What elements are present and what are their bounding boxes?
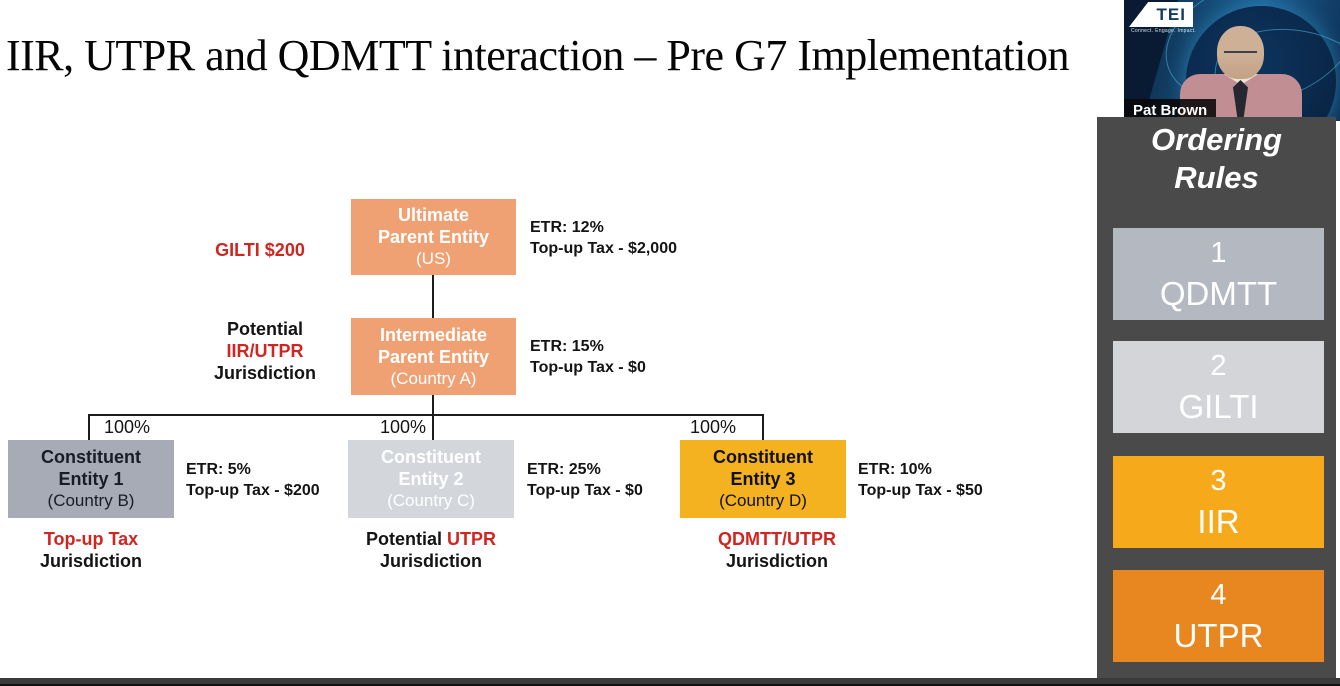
node-constituent-entity-1: Constituent Entity 1 (Country B) — [8, 440, 174, 518]
slide-title: IIR, UTPR and QDMTT interaction – Pre G7… — [6, 31, 1069, 80]
speaker-video: TEI Connect. Engage. Impact. Pat Brown — [1124, 0, 1340, 121]
entity-name-line: Constituent — [713, 447, 813, 467]
etr-annotation-ce2: ETR: 25% Top-up Tax - $0 — [527, 459, 643, 501]
label-line: QDMTT/UTPR — [718, 529, 836, 549]
ordering-rules-panel: Ordering Rules 1 QDMTT 2 GILTI 3 IIR 4 U… — [1097, 117, 1336, 679]
etr-annotation-upe: ETR: 12% Top-up Tax - $2,000 — [530, 217, 677, 259]
connector-ipe-ce2 — [432, 395, 434, 440]
entity-country-line: (Country B) — [47, 491, 135, 510]
label-line: IIR/UTPR — [226, 341, 304, 361]
ownership-label-ce1: 100% — [104, 417, 151, 437]
connector-upe-ipe — [432, 275, 434, 318]
jurisdiction-label-ce2: Potential UTPR Jurisdiction — [338, 528, 524, 572]
label-line: Top-up Tax — [43, 529, 139, 549]
etr-line: ETR: 5% — [186, 461, 251, 478]
rule-item-iir: 3 IIR — [1113, 456, 1324, 548]
entity-name-line: Parent Entity — [377, 346, 490, 367]
label-line: Potential UTPR — [338, 528, 524, 550]
entity-country-line: (Country D) — [719, 491, 807, 510]
label-part: UTPR — [447, 529, 496, 549]
rule-number: 2 — [1210, 350, 1227, 382]
entity-country-line: (Country A) — [390, 368, 477, 388]
speaker-name-tag: Pat Brown — [1124, 99, 1217, 121]
speaker-glasses — [1224, 51, 1257, 60]
rule-item-utpr: 4 UTPR — [1113, 570, 1324, 662]
jurisdiction-label-ce3: QDMTT/UTPR Jurisdiction — [687, 528, 867, 572]
entity-name-line: Constituent — [41, 447, 141, 467]
entity-name-line: Entity 2 — [398, 469, 464, 489]
topup-line: Top-up Tax - $200 — [186, 482, 320, 499]
rule-item-qdmtt: 1 QDMTT — [1113, 228, 1324, 320]
entity-name-line: Constituent — [381, 447, 481, 467]
title-line: Rules — [1174, 160, 1259, 195]
label-line: Potential — [226, 319, 303, 339]
rule-number: 3 — [1210, 465, 1227, 497]
tei-tagline: Connect. Engage. Impact. — [1131, 28, 1197, 34]
etr-line: ETR: 15% — [530, 338, 604, 355]
connector-drop-ce3 — [762, 414, 764, 440]
title-line: Ordering — [1151, 122, 1282, 157]
node-constituent-entity-2: Constituent Entity 2 (Country C) — [348, 440, 514, 518]
ownership-label-ce2: 100% — [379, 417, 426, 437]
etr-line: ETR: 25% — [527, 461, 601, 478]
entity-name-line: Entity 1 — [58, 469, 124, 489]
ordering-rules-title: Ordering Rules — [1097, 121, 1336, 197]
speaker-tie — [1233, 80, 1248, 121]
topup-line: Top-up Tax - $0 — [527, 482, 643, 499]
bottom-bar — [0, 678, 1340, 686]
etr-annotation-ce1: ETR: 5% Top-up Tax - $200 — [186, 459, 320, 501]
entity-country-line: (US) — [416, 249, 451, 268]
label-line: Jurisdiction — [725, 551, 828, 571]
topup-line: Top-up Tax - $50 — [858, 482, 983, 499]
topup-line: Top-up Tax - $2,000 — [530, 240, 677, 257]
connector-drop-ce1 — [88, 414, 90, 440]
connector-horizontal — [88, 414, 764, 416]
node-constituent-entity-3: Constituent Entity 3 (Country D) — [680, 440, 846, 518]
rule-label: QDMTT — [1159, 275, 1278, 312]
node-ultimate-parent-entity: Ultimate Parent Entity (US) — [351, 199, 516, 275]
etr-line: ETR: 12% — [530, 219, 604, 236]
entity-name-line: Ultimate — [397, 205, 469, 225]
gilti-label: GILTI $200 — [215, 240, 305, 260]
potential-iir-utpr-label: Potential IIR/UTPR Jurisdiction — [205, 318, 325, 384]
rule-label: UTPR — [1173, 617, 1264, 654]
label-part: Potential — [365, 529, 442, 549]
rule-number: 4 — [1210, 579, 1227, 611]
entity-name-line: Intermediate — [379, 324, 488, 345]
rule-item-gilti: 2 GILTI — [1113, 341, 1324, 433]
entity-country-line: (Country C) — [387, 491, 475, 510]
rule-number: 1 — [1210, 237, 1227, 269]
entity-name-line: Parent Entity — [377, 227, 490, 247]
etr-line: ETR: 10% — [858, 461, 932, 478]
etr-annotation-ipe: ETR: 15% Top-up Tax - $0 — [530, 336, 646, 378]
label-line: Jurisdiction — [379, 551, 482, 571]
speaker-collar — [1224, 74, 1258, 85]
ownership-label-ce3: 100% — [690, 417, 737, 437]
rule-label: IIR — [1197, 503, 1240, 540]
jurisdiction-label-ce1: Top-up Tax Jurisdiction — [8, 528, 174, 572]
topup-line: Top-up Tax - $0 — [530, 359, 646, 376]
etr-annotation-ce3: ETR: 10% Top-up Tax - $50 — [858, 459, 983, 501]
rule-label: GILTI — [1178, 388, 1259, 425]
node-intermediate-parent-entity: Intermediate Parent Entity (Country A) — [351, 318, 516, 395]
label-line: Jurisdiction — [39, 551, 142, 571]
entity-name-line: Entity 3 — [730, 469, 796, 489]
label-line: Jurisdiction — [213, 363, 316, 383]
